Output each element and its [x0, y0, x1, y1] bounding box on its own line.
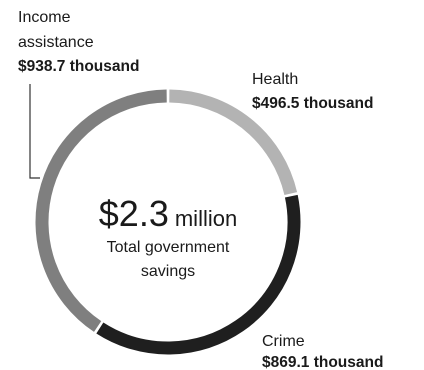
center-caption-line-1: Total government: [107, 239, 230, 256]
donut-slices: [35, 89, 301, 355]
center-caption-line-2: savings: [141, 263, 195, 280]
health-value-label: $496.5 thousand: [252, 95, 373, 112]
center-total: $2.3 million: [99, 193, 237, 234]
income-assistance-slice: [35, 89, 167, 332]
crime-slice: [96, 194, 301, 355]
center-total-unit: million: [175, 206, 237, 231]
health-slice: [169, 89, 298, 196]
income-assistance-value-label: $938.7 thousand: [18, 58, 139, 75]
income-assistance-label-line-1: Income: [18, 9, 71, 26]
crime-label: Crime: [262, 333, 305, 350]
crime-value-label: $869.1 thousand: [262, 354, 383, 370]
income-assistance-leader-line: [29, 84, 40, 179]
income-assistance-label-line-2: assistance: [18, 34, 94, 51]
center-total-value: $2.3: [99, 193, 169, 234]
health-label: Health: [252, 71, 298, 88]
